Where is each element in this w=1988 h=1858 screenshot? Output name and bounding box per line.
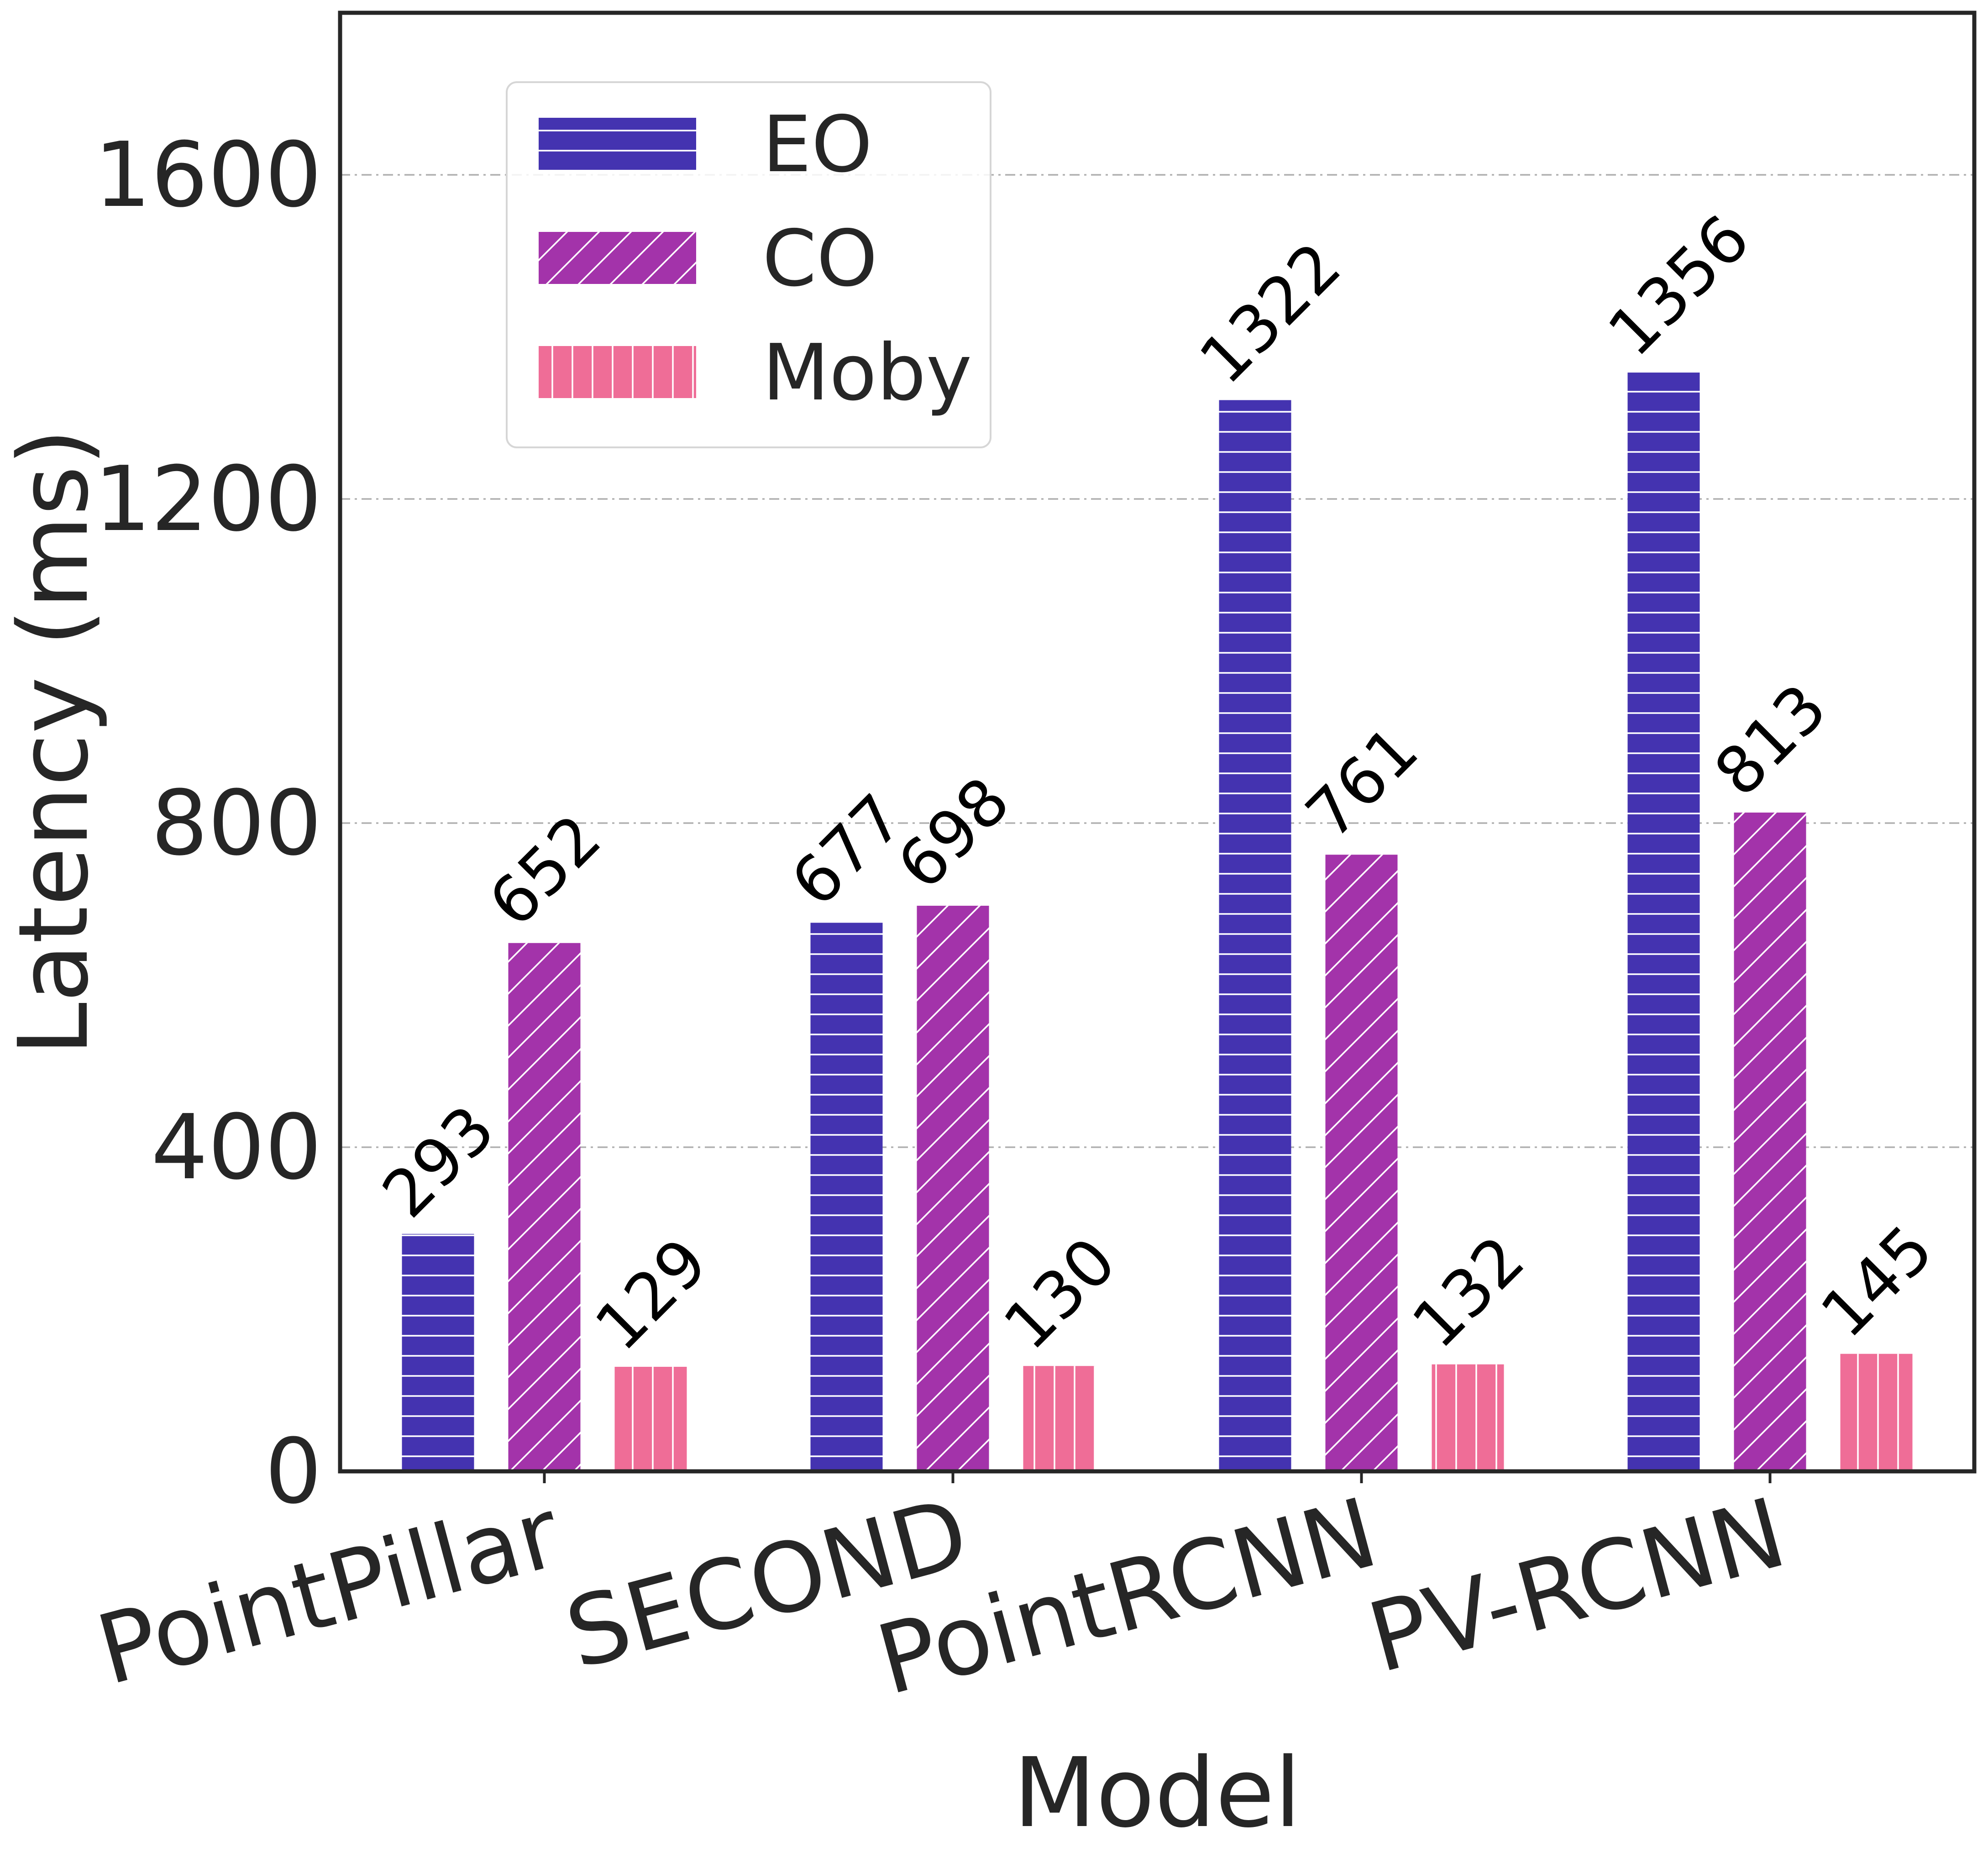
y-tick-label: 1600 <box>94 123 322 227</box>
bar-eo-pv-rcnn <box>1627 373 1700 1471</box>
bar-hatch <box>1219 400 1291 1472</box>
bar-value-label: 130 <box>990 1223 1130 1364</box>
legend-label: EO <box>762 100 872 190</box>
bar-hatch <box>1023 1366 1096 1471</box>
plot-frame <box>338 10 1977 1474</box>
legend-item-co: CO <box>539 214 878 304</box>
bar-value-label: 129 <box>581 1224 722 1365</box>
bar-value-label: 698 <box>883 763 1024 904</box>
bar-moby-pointrcnn <box>1432 1364 1504 1471</box>
bar-hatch <box>917 906 989 1471</box>
x-axis-title: Model <box>1013 1737 1301 1849</box>
bar-co-second <box>917 906 989 1471</box>
legend-swatch-hatch <box>539 346 696 398</box>
y-tick-label: 1200 <box>94 447 322 551</box>
bar-value-label: 293 <box>368 1092 509 1232</box>
bar-co-pv-rcnn <box>1734 812 1806 1471</box>
bar-eo-pointpillar <box>402 1233 474 1471</box>
legend-label: Moby <box>762 328 972 418</box>
bar-hatch <box>1734 812 1806 1471</box>
bar-value-label: 761 <box>1292 712 1432 853</box>
bar-value-label: 652 <box>475 800 615 941</box>
bar-eo-second <box>810 923 883 1471</box>
bar-hatch <box>614 1367 687 1471</box>
y-tick-label: 800 <box>151 772 322 876</box>
x-tick-label: PointPillar <box>86 1476 571 1706</box>
bar-moby-second <box>1023 1366 1096 1471</box>
bar-co-pointrcnn <box>1325 855 1398 1471</box>
legend-item-moby: Moby <box>539 328 972 418</box>
y-axis-title: Latency (ms) <box>0 428 110 1056</box>
bar-hatch <box>1627 373 1700 1471</box>
bar-value-label: 132 <box>1398 1222 1539 1362</box>
bar-moby-pv-rcnn <box>1840 1354 1913 1471</box>
bar-value-label: 1322 <box>1185 228 1355 398</box>
bar-hatch <box>1432 1364 1504 1471</box>
legend-swatch-hatch <box>539 232 696 284</box>
y-tick-label: 400 <box>151 1096 322 1200</box>
bars <box>402 373 1913 1472</box>
y-axis-ticks: 0 400 800 1200 1600 <box>94 123 322 1524</box>
bar-value-label: 813 <box>1700 670 1841 811</box>
bar-hatch <box>810 923 883 1471</box>
bar-moby-pointpillar <box>614 1367 687 1471</box>
legend-items: EO CO Moby <box>539 100 972 418</box>
bar-value-label: 1356 <box>1594 201 1764 371</box>
legend-item-eo: EO <box>539 100 872 190</box>
legend-label: CO <box>762 214 878 304</box>
y-tick-label: 0 <box>265 1420 322 1524</box>
bar-value-label: 145 <box>1807 1211 1947 1352</box>
x-tick-label: PV-RCNN <box>1358 1477 1797 1695</box>
bar-eo-pointrcnn <box>1219 400 1291 1472</box>
bar-hatch <box>1840 1354 1913 1471</box>
bar-hatch <box>1325 855 1398 1471</box>
legend-swatch-hatch <box>539 118 696 170</box>
bar-hatch <box>402 1233 474 1471</box>
bar-co-pointpillar <box>508 943 581 1471</box>
bar-hatch <box>508 943 581 1471</box>
legend: EO CO Moby <box>506 81 991 448</box>
